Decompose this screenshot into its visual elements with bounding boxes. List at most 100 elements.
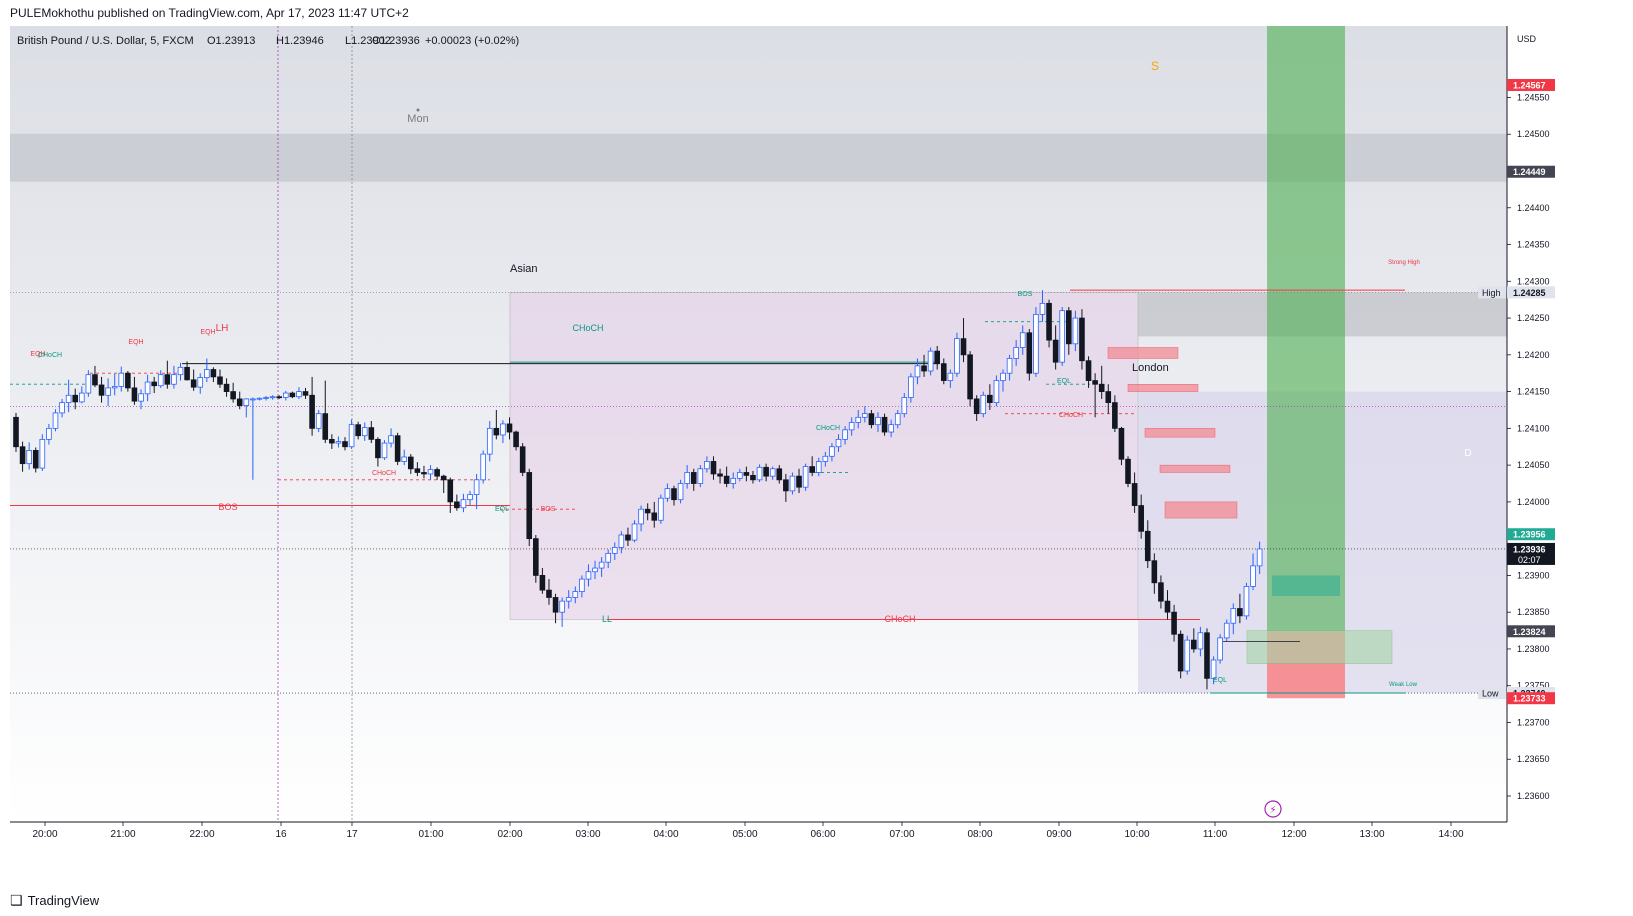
candle-body (585, 571, 592, 580)
order-block (1159, 464, 1231, 473)
brand-text: TradingView (27, 893, 100, 908)
candle-body (407, 456, 414, 470)
legend-symbol: British Pound / U.S. Dollar, 5, FXCM (17, 35, 194, 47)
candle-body (690, 472, 697, 484)
order-block (1144, 428, 1216, 438)
annotation-label: BOS (1018, 291, 1033, 298)
candle-body (862, 413, 868, 418)
candle-body (447, 479, 454, 503)
candle-body (809, 466, 815, 473)
candle-body (1013, 347, 1019, 359)
time-tick-label: 10:00 (1124, 829, 1149, 840)
candle-body (947, 372, 954, 381)
price-tick-label: 1.24150 (1517, 387, 1550, 397)
candle-body (342, 441, 348, 448)
candle-body (434, 469, 440, 477)
annotation-label: CHoCH (1059, 412, 1083, 419)
candle-body (480, 453, 486, 481)
candle-body (164, 374, 171, 385)
candle-body (855, 416, 862, 423)
countdown-label: 02:07 (1518, 555, 1541, 565)
chart-frame[interactable]: Mon Asian London LH EQH EQH EQH CHoCH BOS CHoCH EQ… (10, 26, 1572, 892)
candle-body (190, 379, 197, 388)
candle-body (157, 374, 164, 387)
candle-body (1223, 622, 1230, 639)
level-tag: High (1482, 288, 1501, 298)
candle-body (651, 512, 658, 521)
candle-body (13, 416, 19, 448)
candle-body (1164, 600, 1171, 613)
time-tick-label: 09:00 (1046, 829, 1071, 840)
legend-change: +0.00023 (+0.02%) (425, 35, 519, 47)
candle-body (973, 398, 980, 415)
candle-body (375, 438, 381, 459)
candle-body (526, 472, 533, 540)
candle-body (927, 350, 934, 372)
currency-label: USD (1517, 34, 1537, 44)
candle-body (381, 442, 388, 459)
annotation-label: Mon (407, 113, 428, 125)
annotation-label: CHoCH (372, 470, 396, 477)
candle-body (519, 446, 526, 473)
candle-body (1171, 611, 1177, 635)
event-icon (1264, 800, 1282, 818)
legend-high: H1.23946 (276, 35, 324, 47)
candle-body (579, 578, 585, 592)
candle-body (1052, 339, 1059, 363)
candle-body (1177, 633, 1184, 672)
price-chart[interactable]: MonAsianLondonLHEQHEQHEQHCHoCHBOSCHoCHEQ… (10, 26, 1572, 892)
annotation-label: CHoCH (572, 323, 603, 333)
candle-body (625, 534, 631, 541)
candle-body (111, 386, 118, 389)
candle-body (65, 394, 72, 404)
candle-body (1158, 582, 1164, 602)
legend-low: L1.23902 (345, 35, 391, 47)
candle-body (848, 422, 855, 431)
time-tick-label: 22:00 (189, 829, 214, 840)
annotation-label: LL (602, 614, 612, 624)
time-tick-label: 06:00 (810, 829, 835, 840)
candle-body (269, 396, 276, 399)
candle-body (631, 523, 638, 541)
candle-body (723, 475, 730, 484)
candle-body (677, 483, 684, 501)
candle-body (1066, 310, 1072, 345)
candle-body (1033, 313, 1039, 374)
annotation-label: LH (216, 323, 229, 334)
candle-body (72, 394, 79, 403)
footer-brand[interactable]: ❑ TradingView (10, 892, 99, 909)
candle-body (842, 429, 848, 440)
candle-body (401, 456, 408, 462)
candle-body (658, 497, 664, 521)
candle-body (348, 424, 355, 448)
candle-body (118, 372, 125, 387)
candle-body (1112, 402, 1118, 429)
take-profit-zone (1267, 26, 1345, 632)
candle-body (171, 374, 177, 385)
annotation-label: EQL (1057, 378, 1071, 385)
candle-body (98, 384, 105, 396)
candle-body (710, 461, 717, 475)
candle-body (414, 468, 421, 473)
price-tick-label: 1.24500 (1517, 129, 1550, 139)
candle-body (46, 427, 52, 440)
annotation-label: EQH (30, 351, 45, 358)
price-tick-label: 1.24550 (1517, 92, 1550, 102)
candle-body (967, 354, 973, 400)
candle-body (1204, 632, 1210, 679)
candle-body (230, 391, 236, 400)
order-block (1127, 383, 1199, 392)
price-label: 1.24285 (1513, 288, 1546, 298)
candle-body (1230, 608, 1237, 624)
candle-body (1006, 358, 1013, 374)
candle-body (39, 438, 46, 469)
candle-body (987, 394, 993, 404)
time-tick-label: 04:00 (653, 829, 678, 840)
candle-body (184, 366, 190, 381)
time-tick-label: 16 (275, 829, 287, 840)
price-label: 1.24567 (1513, 80, 1546, 90)
candle-body (750, 475, 756, 481)
time-tick-label: 12:00 (1281, 829, 1306, 840)
tradingview-logo-icon: ❑ (10, 892, 23, 908)
candle-body (315, 413, 322, 429)
